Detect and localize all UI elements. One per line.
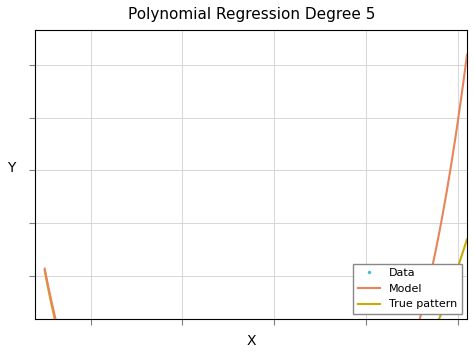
X-axis label: X: X [246, 334, 256, 348]
Y-axis label: Y: Y [7, 161, 15, 175]
Title: Polynomial Regression Degree 5: Polynomial Regression Degree 5 [128, 7, 375, 22]
Legend: Data, Model, True pattern: Data, Model, True pattern [353, 264, 462, 314]
